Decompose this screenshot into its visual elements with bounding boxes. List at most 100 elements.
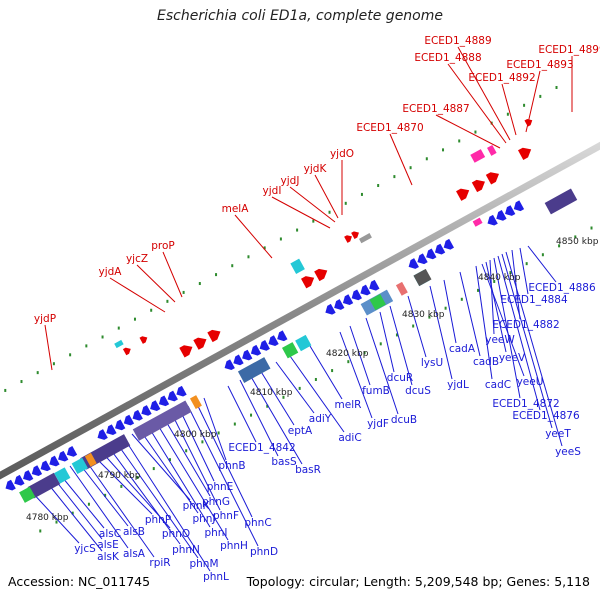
gene-block[interactable] xyxy=(487,145,497,156)
gene-label-bottom[interactable]: cadC xyxy=(485,379,511,391)
gene-block[interactable] xyxy=(71,457,88,475)
reverse-gene-arrow[interactable] xyxy=(240,349,253,363)
gene-label-bottom[interactable]: basR xyxy=(295,464,321,476)
gene-block[interactable] xyxy=(290,258,305,274)
gene-label-bottom[interactable]: phnJ xyxy=(192,513,215,525)
reverse-gene-arrow[interactable] xyxy=(113,419,126,433)
gene-label-top[interactable]: ECED1_4870 xyxy=(356,122,423,134)
gene-label-bottom[interactable]: eptA xyxy=(288,425,313,437)
reverse-gene-arrow[interactable] xyxy=(511,200,525,213)
reverse-gene-arrow[interactable] xyxy=(503,205,516,218)
gene-block[interactable] xyxy=(395,281,408,296)
gene-label-bottom[interactable]: yjdL xyxy=(447,379,469,391)
gene-label-bottom[interactable]: phnF xyxy=(213,510,239,522)
forward-gene-arrow[interactable] xyxy=(207,327,223,343)
reverse-gene-arrow[interactable] xyxy=(12,474,25,488)
reverse-gene-arrow[interactable] xyxy=(29,465,43,478)
gene-block[interactable] xyxy=(132,400,192,441)
gene-label-bottom[interactable]: ECED1_4882 xyxy=(492,319,559,331)
gene-block[interactable] xyxy=(295,334,312,352)
forward-gene-arrow[interactable] xyxy=(314,266,330,282)
gene-label-bottom[interactable]: alsB xyxy=(123,526,145,538)
reverse-gene-arrow[interactable] xyxy=(340,294,354,307)
gene-block[interactable] xyxy=(237,357,271,383)
forward-gene-arrow[interactable] xyxy=(122,346,133,356)
reverse-gene-arrow[interactable] xyxy=(174,385,187,399)
forward-gene-arrow[interactable] xyxy=(351,230,361,240)
gene-label-bottom[interactable]: fumB xyxy=(362,385,390,397)
gene-label-bottom[interactable]: adiC xyxy=(338,432,361,444)
gene-label-bottom[interactable]: yeeU xyxy=(517,376,544,388)
reverse-gene-arrow[interactable] xyxy=(38,460,51,473)
reverse-gene-arrow[interactable] xyxy=(3,479,16,493)
forward-gene-arrow[interactable] xyxy=(301,273,317,289)
gene-label-bottom[interactable]: phnI xyxy=(204,527,227,539)
gene-label-bottom[interactable]: ECED1_4842 xyxy=(228,442,295,454)
gene-label-bottom[interactable]: phnM xyxy=(189,558,218,570)
reverse-gene-arrow[interactable] xyxy=(104,424,117,437)
gene-label-top[interactable]: ECED1_4892 xyxy=(468,72,535,84)
gene-block[interactable] xyxy=(470,149,486,163)
reverse-gene-arrow[interactable] xyxy=(248,344,262,358)
gene-label-top[interactable]: ECED1_4888 xyxy=(414,52,481,64)
reverse-gene-arrow[interactable] xyxy=(139,405,152,418)
gene-label-bottom[interactable]: lysU xyxy=(421,357,443,369)
gene-label-bottom[interactable]: melR xyxy=(335,399,362,411)
gene-label-bottom[interactable]: phnN xyxy=(172,544,200,556)
gene-label-bottom[interactable]: phnP xyxy=(145,514,171,526)
gene-block[interactable] xyxy=(27,472,61,499)
gene-label-top[interactable]: ECED1_4887 xyxy=(402,103,469,115)
gene-block[interactable] xyxy=(19,486,36,503)
reverse-gene-arrow[interactable] xyxy=(433,243,446,257)
reverse-gene-arrow[interactable] xyxy=(257,340,270,353)
gene-label-bottom[interactable]: yeeV xyxy=(499,352,526,364)
gene-label-top[interactable]: yjcZ xyxy=(126,253,148,265)
forward-gene-arrow[interactable] xyxy=(456,185,472,201)
reverse-gene-arrow[interactable] xyxy=(21,470,34,483)
gene-label-bottom[interactable]: yeeS xyxy=(555,446,581,458)
reverse-gene-arrow[interactable] xyxy=(424,248,437,262)
gene-label-bottom[interactable]: alsK xyxy=(97,551,120,563)
forward-gene-arrow[interactable] xyxy=(179,342,195,358)
reverse-gene-arrow[interactable] xyxy=(231,354,244,368)
gene-label-bottom[interactable]: alsE xyxy=(97,539,118,551)
gene-label-top[interactable]: yjdI xyxy=(263,185,282,197)
gene-label-top[interactable]: melA xyxy=(222,203,250,215)
gene-block[interactable] xyxy=(544,188,578,215)
gene-block[interactable] xyxy=(189,395,202,409)
gene-block[interactable] xyxy=(281,342,299,359)
reverse-gene-arrow[interactable] xyxy=(64,446,78,459)
gene-label-bottom[interactable]: phnH xyxy=(220,540,248,552)
reverse-gene-arrow[interactable] xyxy=(367,279,380,293)
reverse-gene-arrow[interactable] xyxy=(165,390,178,404)
gene-label-top[interactable]: proP xyxy=(151,240,175,252)
gene-label-bottom[interactable]: basS xyxy=(271,456,297,468)
reverse-gene-arrow[interactable] xyxy=(332,299,345,312)
reverse-gene-arrow[interactable] xyxy=(323,303,336,317)
reverse-gene-arrow[interactable] xyxy=(56,450,69,464)
reverse-gene-arrow[interactable] xyxy=(266,335,279,348)
gene-label-bottom[interactable]: phnB xyxy=(218,460,245,472)
gene-block[interactable] xyxy=(413,268,432,287)
gene-label-bottom[interactable]: phnK xyxy=(183,500,211,512)
gene-label-bottom[interactable]: dcuS xyxy=(405,385,431,397)
gene-label-bottom[interactable]: yjdF xyxy=(367,418,389,430)
reverse-gene-arrow[interactable] xyxy=(148,400,161,413)
gene-label-top[interactable]: ECED1_4889 xyxy=(424,35,491,47)
gene-label-bottom[interactable]: phnG xyxy=(202,496,230,508)
gene-label-bottom[interactable]: ECED1_4876 xyxy=(512,410,580,422)
forward-gene-arrow[interactable] xyxy=(471,177,488,193)
reverse-gene-arrow[interactable] xyxy=(275,330,288,343)
gene-label-bottom[interactable]: alsC xyxy=(99,528,121,540)
gene-block[interactable] xyxy=(472,217,483,227)
gene-label-top[interactable]: yjdJ xyxy=(281,175,300,187)
gene-label-bottom[interactable]: alsA xyxy=(123,548,146,560)
gene-label-top[interactable]: yjdA xyxy=(99,266,123,278)
reverse-gene-arrow[interactable] xyxy=(156,395,170,408)
gene-label-top[interactable]: ECED1_4899 xyxy=(538,44,600,56)
forward-gene-arrow[interactable] xyxy=(524,117,534,127)
forward-gene-arrow[interactable] xyxy=(139,334,150,344)
reverse-gene-arrow[interactable] xyxy=(441,238,454,252)
gene-label-bottom[interactable]: phnC xyxy=(244,517,271,529)
